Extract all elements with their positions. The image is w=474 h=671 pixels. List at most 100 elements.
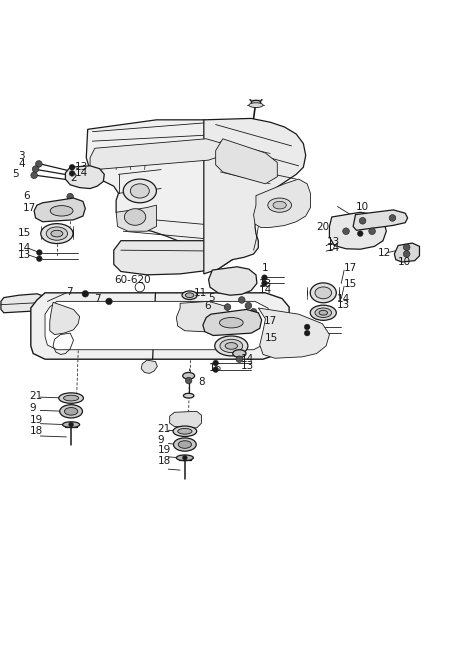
Circle shape xyxy=(369,228,375,235)
Text: 15: 15 xyxy=(264,333,278,343)
Circle shape xyxy=(67,193,73,200)
Polygon shape xyxy=(258,308,329,358)
Text: 13: 13 xyxy=(337,300,350,310)
Ellipse shape xyxy=(173,438,196,451)
Ellipse shape xyxy=(60,405,82,418)
Circle shape xyxy=(185,377,192,384)
Polygon shape xyxy=(45,301,273,350)
Circle shape xyxy=(82,291,89,297)
Text: 2: 2 xyxy=(70,173,77,183)
Ellipse shape xyxy=(64,407,78,415)
Text: 13: 13 xyxy=(18,250,31,260)
Ellipse shape xyxy=(176,455,193,460)
Circle shape xyxy=(32,166,39,172)
Ellipse shape xyxy=(173,426,197,436)
Ellipse shape xyxy=(178,441,191,448)
Circle shape xyxy=(36,256,42,262)
Polygon shape xyxy=(176,301,230,331)
Circle shape xyxy=(389,215,396,221)
Text: 20: 20 xyxy=(317,222,330,232)
Text: 9: 9 xyxy=(29,403,36,413)
Text: 14: 14 xyxy=(75,168,88,178)
Polygon shape xyxy=(86,120,239,243)
Ellipse shape xyxy=(315,287,332,299)
Ellipse shape xyxy=(225,343,237,349)
Polygon shape xyxy=(254,179,310,227)
Circle shape xyxy=(106,298,112,305)
Text: 13: 13 xyxy=(75,162,88,172)
Ellipse shape xyxy=(50,205,73,216)
Ellipse shape xyxy=(59,393,83,403)
Circle shape xyxy=(403,244,410,251)
Circle shape xyxy=(69,422,73,427)
Circle shape xyxy=(304,330,310,336)
Text: 3: 3 xyxy=(18,152,25,161)
Text: 14: 14 xyxy=(337,293,350,303)
Circle shape xyxy=(236,356,243,362)
Text: 16: 16 xyxy=(209,363,222,372)
Circle shape xyxy=(213,360,219,366)
Text: 10: 10 xyxy=(398,257,411,267)
Text: 9: 9 xyxy=(157,435,164,445)
Text: 21: 21 xyxy=(157,424,171,434)
Text: 1: 1 xyxy=(262,263,268,273)
Polygon shape xyxy=(90,139,223,170)
Text: 12: 12 xyxy=(378,248,392,258)
Polygon shape xyxy=(204,118,306,274)
Ellipse shape xyxy=(182,291,197,299)
Circle shape xyxy=(403,251,410,257)
Text: 17: 17 xyxy=(23,203,36,213)
Text: 19: 19 xyxy=(29,415,43,425)
Polygon shape xyxy=(141,360,157,374)
Ellipse shape xyxy=(310,305,337,320)
Ellipse shape xyxy=(185,293,194,297)
Ellipse shape xyxy=(215,336,248,356)
Ellipse shape xyxy=(219,317,243,328)
Circle shape xyxy=(250,309,257,315)
Ellipse shape xyxy=(51,230,63,237)
Text: 13: 13 xyxy=(259,279,272,289)
Text: 18: 18 xyxy=(29,426,43,436)
Text: 14: 14 xyxy=(259,285,272,295)
Polygon shape xyxy=(34,198,85,221)
Ellipse shape xyxy=(233,350,246,357)
Text: 10: 10 xyxy=(356,201,369,211)
Text: 6: 6 xyxy=(204,301,210,311)
Ellipse shape xyxy=(251,101,261,104)
Polygon shape xyxy=(209,267,257,295)
Text: 4: 4 xyxy=(18,159,25,169)
Circle shape xyxy=(213,367,219,372)
Circle shape xyxy=(343,228,349,235)
Polygon shape xyxy=(116,205,156,231)
Text: 7: 7 xyxy=(66,287,73,297)
Text: 13: 13 xyxy=(327,237,340,247)
Ellipse shape xyxy=(124,209,146,225)
Ellipse shape xyxy=(46,227,67,240)
Circle shape xyxy=(245,303,252,309)
Polygon shape xyxy=(329,212,386,249)
Ellipse shape xyxy=(273,201,286,209)
Polygon shape xyxy=(216,139,277,184)
Text: 5: 5 xyxy=(12,169,19,179)
Text: 7: 7 xyxy=(94,293,100,303)
Ellipse shape xyxy=(130,184,149,198)
Text: 60-620: 60-620 xyxy=(115,274,151,285)
Text: 15: 15 xyxy=(18,228,31,238)
Circle shape xyxy=(36,250,42,256)
Polygon shape xyxy=(114,241,232,275)
Ellipse shape xyxy=(319,311,328,315)
Circle shape xyxy=(357,231,363,236)
Ellipse shape xyxy=(220,340,243,352)
Ellipse shape xyxy=(250,97,262,102)
Polygon shape xyxy=(203,309,262,336)
Polygon shape xyxy=(170,411,201,428)
Text: 6: 6 xyxy=(23,191,29,201)
Circle shape xyxy=(262,275,267,280)
Text: 11: 11 xyxy=(193,288,207,298)
Text: 14: 14 xyxy=(241,354,254,364)
Text: 17: 17 xyxy=(344,263,357,273)
Polygon shape xyxy=(394,243,419,262)
Polygon shape xyxy=(1,294,46,313)
Circle shape xyxy=(359,217,366,224)
Ellipse shape xyxy=(268,198,292,212)
